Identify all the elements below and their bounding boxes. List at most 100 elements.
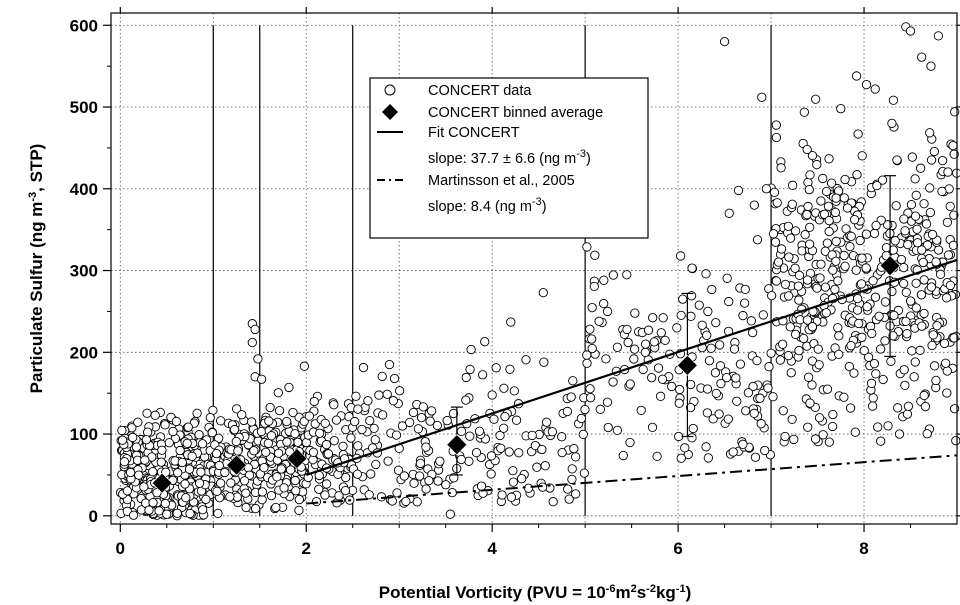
data-point [714,409,724,419]
data-point [622,324,632,335]
data-point [384,359,395,370]
data-point [466,344,476,355]
data-point [340,485,351,496]
data-point [768,392,778,402]
data-point [315,428,325,438]
data-point [648,313,658,323]
data-point [807,322,818,332]
data-point [907,152,917,162]
data-point [703,306,713,317]
data-point [818,430,828,440]
data-point [557,432,567,442]
data-point [789,434,799,445]
data-point [309,396,319,407]
data-point [125,467,136,478]
data-point [844,361,855,372]
data-point [418,402,428,412]
data-point [629,344,640,354]
data-point [630,308,640,318]
data-point [294,494,304,505]
data-point [566,392,576,402]
data-point [898,278,909,289]
data-point [714,340,725,350]
data-point [891,201,901,211]
data-point [608,377,618,387]
data-point [866,378,877,388]
data-point [719,36,730,47]
data-point [640,339,651,349]
data-point [919,390,929,401]
data-point [820,282,831,292]
data-point [915,345,925,355]
data-point [389,373,400,384]
data-point [570,452,581,462]
data-point [815,273,825,283]
data-point [943,250,954,260]
data-point [504,447,514,457]
data-point [926,61,936,71]
data-point [687,433,697,443]
data-point [320,418,330,428]
data-point [823,201,834,211]
data-point [291,486,301,496]
data-point [780,279,791,290]
data-point [839,193,849,203]
data-point [532,462,542,472]
data-point [857,151,867,161]
data-point [741,406,751,416]
data-point [950,107,960,117]
data-point [780,431,790,442]
data-point [622,270,632,280]
legend-entry-label: Martinsson et al., 2005 [428,173,575,189]
data-point [902,329,912,339]
data-point [653,363,664,373]
data-point [564,494,574,504]
data-point [916,290,927,300]
data-point [827,421,838,432]
data-point [824,215,834,226]
data-point [888,95,899,105]
data-point [939,338,950,349]
data-point [919,199,929,209]
data-point [241,488,251,498]
data-point [351,391,361,401]
data-point [902,409,913,419]
data-point [889,310,899,320]
data-point [833,323,843,333]
data-point [247,337,257,348]
data-point [253,354,263,364]
data-point [486,451,497,461]
data-point [948,240,959,250]
data-point [728,447,738,457]
data-point [350,416,360,427]
data-point [388,396,399,406]
data-point [873,422,883,432]
data-point [772,198,782,208]
data-point [688,423,698,434]
data-point [917,52,927,62]
data-point [675,251,686,261]
data-point [582,242,592,252]
data-point [521,355,531,365]
data-point [273,448,284,458]
data-point [595,404,605,414]
data-point [911,190,921,200]
data-point [771,276,782,286]
data-point [226,478,236,488]
legend-entry-label: CONCERT binned average [428,105,603,121]
data-point [937,155,948,166]
data-point [587,334,597,344]
data-point [374,390,384,400]
data-point [435,456,445,466]
data-point [828,409,838,420]
data-point [910,357,920,367]
data-point [156,457,166,467]
binned-average-marker [676,354,698,376]
data-point [949,333,959,343]
data-point [425,416,435,426]
data-point [912,224,922,234]
data-point [150,410,160,420]
data-point [906,199,917,210]
data-point [214,460,224,471]
data-point [869,358,880,369]
